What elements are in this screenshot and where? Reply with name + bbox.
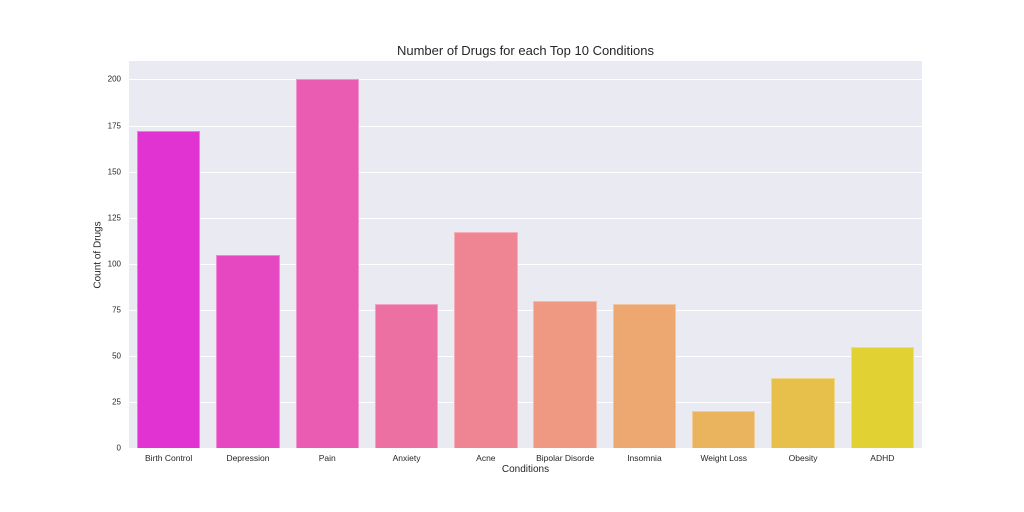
gridline — [129, 217, 922, 219]
x-tick-label: Insomnia — [627, 453, 662, 463]
gridline — [129, 79, 922, 81]
y-tick-label: 150 — [107, 167, 121, 177]
y-tick-label: 75 — [112, 305, 121, 315]
bar-anxiety — [374, 304, 439, 448]
y-tick-label: 0 — [116, 443, 121, 453]
bar-acne — [454, 232, 518, 448]
x-tick-label: Weight Loss — [700, 453, 748, 463]
bar-bipolar-disorde — [533, 300, 597, 448]
bar-pain — [295, 79, 359, 448]
bar-obesity — [771, 377, 835, 448]
x-axis-label: Conditions — [501, 464, 550, 475]
bar-insomnia — [612, 304, 677, 448]
gridline — [129, 401, 922, 403]
x-tick-label: Acne — [476, 453, 496, 463]
gridline — [129, 448, 922, 449]
gridline — [129, 171, 922, 173]
y-tick-label: 200 — [107, 74, 121, 84]
bar-depression — [216, 254, 280, 448]
y-tick-label: 175 — [107, 121, 121, 130]
x-tick-label: Birth Control — [145, 453, 193, 463]
x-tick-label: ADHD — [870, 453, 895, 463]
bar-adhd — [850, 346, 915, 448]
bar-birth-control — [136, 131, 201, 448]
y-tick-label: 50 — [112, 351, 121, 361]
x-tick-label: Depression — [226, 453, 270, 463]
x-tick-label: Pain — [318, 453, 336, 463]
y-tick-label: 125 — [107, 213, 121, 223]
x-tick-label: Bipolar Disorde — [536, 453, 595, 463]
gridline — [129, 309, 922, 311]
x-tick-label: Obesity — [788, 453, 818, 463]
y-tick-label: 100 — [107, 259, 121, 269]
plot-area — [129, 61, 922, 449]
x-tick-label: Anxiety — [392, 453, 421, 463]
y-axis-label: Count of Drugs — [92, 221, 104, 289]
gridline — [129, 355, 922, 357]
chart-title: Number of Drugs for each Top 10 Conditio… — [396, 43, 654, 58]
y-tick-label: 25 — [112, 397, 121, 407]
gridline — [129, 263, 922, 265]
bar-weight-loss — [692, 411, 756, 448]
gridline — [129, 125, 922, 127]
